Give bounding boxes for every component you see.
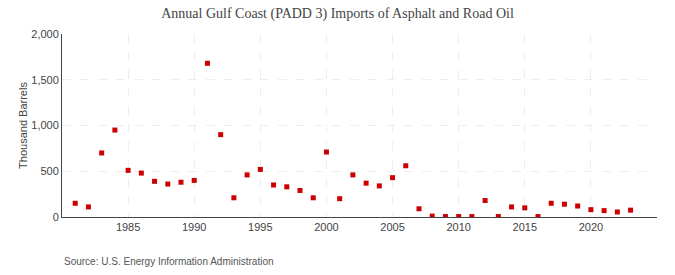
svg-text:2020: 2020	[579, 221, 603, 233]
svg-text:1,500: 1,500	[31, 74, 59, 86]
svg-text:1995: 1995	[248, 221, 272, 233]
svg-text:1,000: 1,000	[31, 119, 59, 131]
svg-text:0: 0	[53, 211, 59, 223]
svg-text:2015: 2015	[513, 221, 537, 233]
svg-text:1985: 1985	[116, 221, 140, 233]
svg-text:500: 500	[40, 165, 58, 177]
svg-text:2,000: 2,000	[31, 28, 59, 40]
svg-text:2010: 2010	[446, 221, 470, 233]
svg-text:2000: 2000	[314, 221, 338, 233]
svg-text:2005: 2005	[380, 221, 404, 233]
svg-text:Source: U.S. Energy Informatio: Source: U.S. Energy Information Administ…	[64, 256, 274, 267]
svg-text:Thousand Barrels: Thousand Barrels	[17, 82, 29, 169]
svg-text:1990: 1990	[182, 221, 206, 233]
svg-text:Annual Gulf Coast (PADD 3) Imp: Annual Gulf Coast (PADD 3) Imports of As…	[161, 6, 514, 22]
